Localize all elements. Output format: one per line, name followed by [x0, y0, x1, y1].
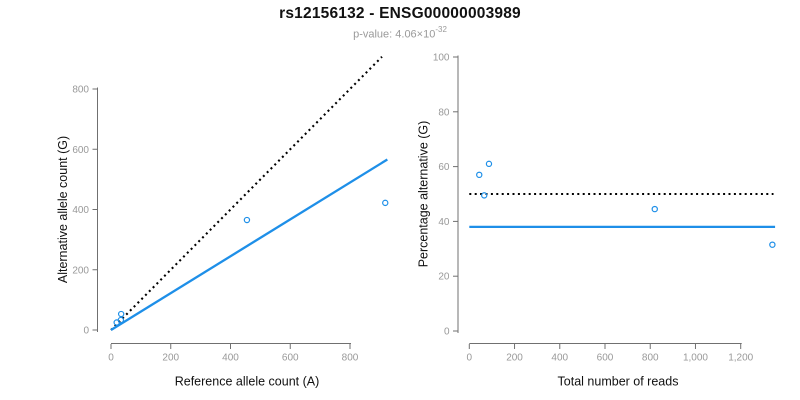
allele-count-scatter-x-tick-label: 0 — [108, 353, 114, 364]
percentage-scatter-y-tick-label: 60 — [438, 162, 450, 173]
figure-title: rs12156132 - ENSG00000003989 — [279, 5, 521, 22]
allele-count-scatter-x-tick-label: 400 — [222, 353, 239, 364]
percentage-scatter-y-tick-label: 40 — [438, 217, 450, 228]
allele-count-scatter-x-tick-label: 600 — [282, 353, 299, 364]
percentage-scatter-y-tick-label: 20 — [438, 272, 450, 283]
allele-count-scatter-y-axis-title: Alternative allele count (G) — [56, 136, 70, 283]
percentage-scatter-y-tick-label: 100 — [433, 53, 450, 64]
percentage-scatter-x-tick-label: 200 — [506, 353, 523, 364]
allele-count-scatter-data-point — [117, 310, 125, 318]
percentage-scatter-x-axis-title: Total number of reads — [558, 375, 679, 389]
percentage-scatter-x-tick-label: 600 — [597, 353, 614, 364]
identity-line — [110, 56, 383, 331]
fit-line — [110, 158, 388, 331]
percentage-scatter-data-point — [476, 171, 483, 179]
allele-count-scatter-y-tick-label: 600 — [72, 145, 89, 156]
allele-count-scatter-y-tick-label: 0 — [83, 326, 89, 337]
percentage-scatter-x-tick-label: 0 — [467, 353, 473, 364]
percentage-scatter-x-tick-label: 400 — [551, 353, 568, 364]
allele-count-scatter-data-point — [382, 199, 389, 207]
allele-count-scatter-data-point — [117, 316, 125, 324]
percentage-scatter-y-tick-label: 0 — [444, 327, 450, 338]
allele-count-scatter-x-tick-label: 200 — [162, 353, 179, 364]
allele-count-scatter-y-tick-label: 400 — [72, 205, 89, 216]
percentage-scatter-x-tick-label: 1,200 — [728, 353, 753, 364]
figure-subtitle: p-value: 4.06×10-32 — [0, 25, 800, 41]
percentage-scatter-data-point — [485, 160, 493, 168]
allele-count-scatter-x-tick-label: 800 — [342, 353, 359, 364]
pvalue-exponent: -32 — [435, 25, 447, 34]
allele-count-scatter-data-point — [243, 216, 251, 224]
percentage-scatter-data-point — [481, 192, 488, 199]
percentage-scatter-data-point — [769, 241, 776, 248]
allele-count-scatter-x-axis-title: Reference allele count (A) — [175, 375, 320, 389]
percentage-scatter-y-tick-label: 80 — [438, 107, 450, 118]
percentage-scatter-y-axis-title: Percentage alternative (G) — [416, 121, 430, 268]
percentage-scatter-x-tick-label: 1,000 — [683, 353, 708, 364]
percentage-scatter-data-point — [651, 205, 658, 213]
pvalue-text: p-value: 4.06×10 — [353, 28, 436, 41]
allele-count-scatter-y-tick-label: 800 — [72, 85, 89, 96]
percentage-scatter-x-tick-label: 800 — [642, 353, 659, 364]
allele-count-scatter-y-tick-label: 200 — [72, 265, 89, 276]
